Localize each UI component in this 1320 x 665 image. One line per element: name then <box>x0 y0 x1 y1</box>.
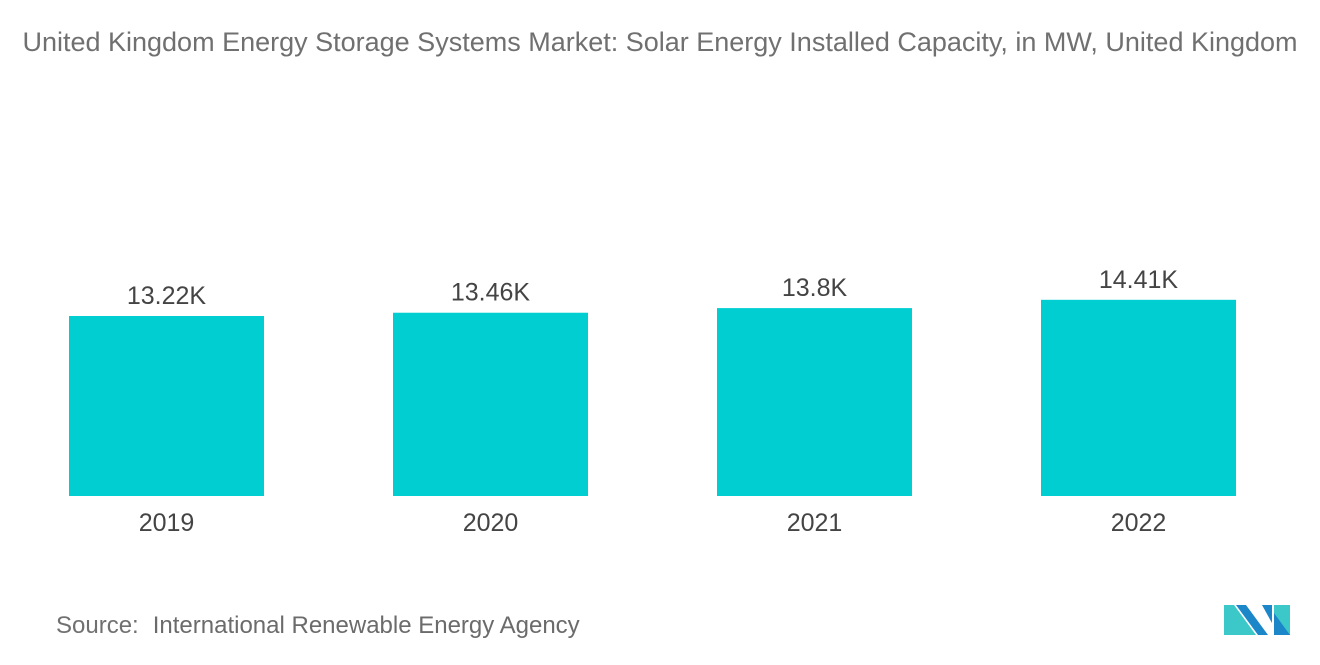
data-label: 13.46K <box>451 279 531 307</box>
brand-logo-icon <box>1224 605 1290 635</box>
bar-2022 <box>1041 299 1236 496</box>
x-tick-label: 2019 <box>139 509 195 537</box>
data-label: 13.8K <box>782 274 848 302</box>
data-label: 14.41K <box>1099 266 1179 294</box>
bar-chart: 13.22K 2019 13.46K 2020 13.8K 2021 14.41K 2022 <box>69 266 1236 537</box>
x-tick-label: 2020 <box>463 509 519 537</box>
x-tick-label: 2021 <box>787 509 843 537</box>
chart-title: United Kingdom Energy Storage Systems Ma… <box>22 27 1298 57</box>
source-note: Source: International Renewable Energy Ag… <box>56 612 580 640</box>
x-tick-label: 2022 <box>1111 509 1167 537</box>
bar-2020 <box>393 312 588 496</box>
source-label: Source: <box>56 612 139 639</box>
data-label: 13.22K <box>127 282 207 310</box>
bar-2021 <box>717 308 912 496</box>
source-text: International Renewable Energy Agency <box>152 612 580 639</box>
bar-2019 <box>69 316 264 496</box>
